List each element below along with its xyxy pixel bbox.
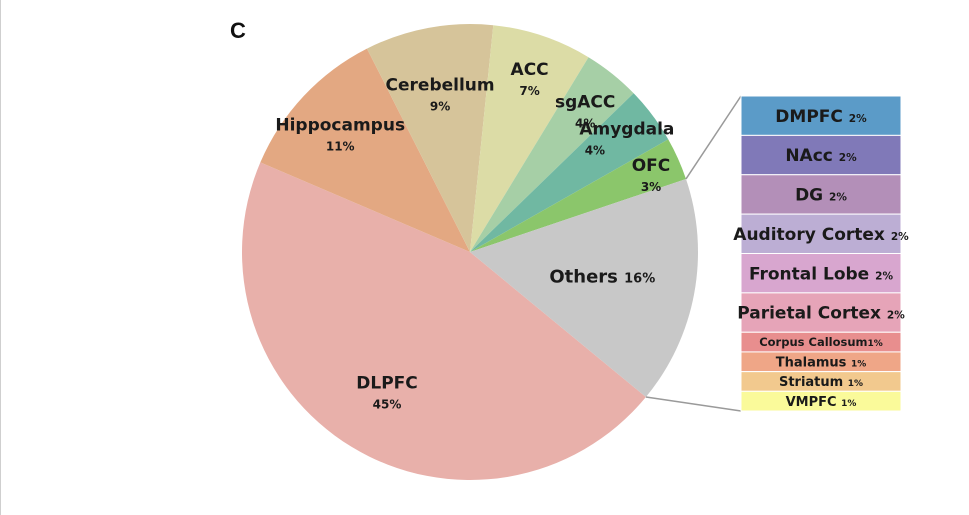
slice-pct-acc: 7% (519, 84, 539, 98)
segment-pct: 1% (868, 339, 883, 349)
segment-label-corpus-callosum: Corpus Callosum1% (759, 335, 883, 349)
segment-name: Corpus Callosum (759, 335, 867, 349)
slice-amygdala (470, 93, 669, 252)
segment-name: DG (795, 186, 829, 206)
segment-pct: 2% (839, 152, 857, 164)
segment-name: Auditory Cortex (733, 225, 891, 245)
segment-name: NAcc (785, 146, 838, 166)
segment-label-vmpfc: VMPFC 1% (786, 395, 857, 410)
slice-label-acc: ACC (511, 60, 549, 80)
segment-pct: 1% (841, 399, 856, 409)
segment-label-parietal-cortex: Parietal Cortex 2% (737, 304, 905, 324)
segment-parietal-cortex (740, 292, 902, 333)
slice-label-amygdala: Amygdala (579, 119, 674, 139)
others-breakdown-bar: DMPFC 2%NAcc 2%DG 2%Auditory Cortex 2%Fr… (733, 95, 909, 412)
segment-label-nacc: NAcc 2% (785, 146, 857, 166)
connector-lines (645, 95, 742, 412)
slice-label-cerebellum: Cerebellum (386, 76, 495, 96)
slice-labels: DLPFC 45% Hippocampus 11% Cerebellum 9% ACC 7% s… (275, 60, 674, 412)
segment-pct: 2% (891, 231, 909, 243)
slice-ofc (470, 139, 686, 252)
segment-dg (740, 174, 902, 215)
slice-pct: 16% (624, 271, 655, 286)
slice-pct-dlpfc: 45% (373, 397, 402, 411)
segment-name: Parietal Cortex (737, 304, 887, 324)
segment-name: Thalamus (776, 355, 851, 370)
segment-label-dmpfc: DMPFC 2% (775, 107, 867, 127)
segment-label-striatum: Striatum 1% (779, 375, 863, 390)
segment-label-auditory-cortex: Auditory Cortex 2% (733, 225, 909, 245)
slice-label-ofc: OFC (632, 156, 671, 176)
segment-name: Striatum (779, 375, 848, 390)
slice-others (470, 178, 699, 398)
segment-name: VMPFC (786, 395, 841, 410)
slice-label-hippocampus: Hippocampus (275, 115, 405, 135)
slice-label-others: Others 16% (549, 266, 655, 287)
segment-pct: 2% (887, 310, 905, 322)
slice-pct-hippocampus: 11% (326, 139, 355, 153)
slice-pct-sgacc: 4% (575, 117, 595, 131)
segment-vmpfc (740, 390, 902, 412)
segment-label-thalamus: Thalamus 1% (776, 355, 866, 370)
segment-pct: 2% (849, 113, 867, 125)
slice-acc (470, 25, 589, 252)
segment-name: Frontal Lobe (749, 264, 875, 284)
slice-dlpfc (241, 162, 646, 481)
slice-label-dlpfc: DLPFC (356, 373, 418, 393)
slice-sgacc (470, 57, 634, 252)
slice-cerebellum (366, 23, 494, 252)
segment-label-frontal-lobe: Frontal Lobe 2% (749, 264, 893, 284)
left-border (0, 0, 1, 515)
segment-nacc (740, 134, 902, 176)
connector-top (685, 95, 742, 180)
slice-label-sgacc: sgACC (555, 93, 615, 113)
segment-pct: 2% (875, 270, 893, 282)
connector-bottom (645, 396, 742, 412)
slice-pct-ofc: 3% (641, 180, 661, 194)
segment-name: DMPFC (775, 107, 849, 127)
slice-pct-amygdala: 4% (585, 143, 605, 157)
panel-label: C (230, 18, 246, 43)
segment-pct: 1% (851, 359, 866, 369)
slice-pct-cerebellum: 9% (430, 100, 450, 114)
pie-slices (241, 23, 699, 481)
slice-hippocampus (260, 48, 470, 252)
slice-name: Others (549, 266, 624, 287)
segment-pct: 2% (829, 192, 847, 204)
segment-label-dg: DG 2% (795, 186, 847, 206)
segment-auditory-cortex (740, 213, 902, 254)
segment-pct: 1% (848, 379, 863, 389)
